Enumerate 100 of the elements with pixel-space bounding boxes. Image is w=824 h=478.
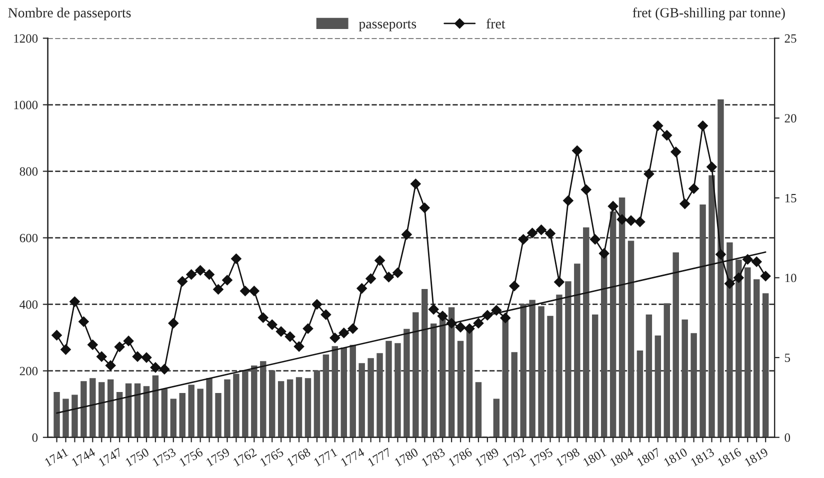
bar <box>170 398 177 438</box>
bar <box>368 358 374 438</box>
bar <box>628 240 634 438</box>
bar <box>251 365 258 438</box>
y2-tick-label: 10 <box>785 274 796 282</box>
bar <box>664 303 670 438</box>
bar <box>233 374 240 438</box>
bar <box>90 378 96 438</box>
y2-tick-label: 5 <box>785 354 790 362</box>
bar <box>636 350 644 438</box>
x-tick-label: 1747 <box>98 448 123 467</box>
bar <box>350 344 356 438</box>
bar <box>179 393 186 438</box>
x-tick-label: 1750 <box>124 448 150 467</box>
y-tick-label: 800 <box>20 167 38 176</box>
x-tick-label: 1762 <box>232 448 257 467</box>
bar <box>206 378 212 438</box>
x-tick-label: 1774 <box>340 448 366 467</box>
bar <box>215 393 222 438</box>
bar <box>583 227 590 438</box>
x-tick-label: 1816 <box>717 448 742 467</box>
bar <box>511 352 518 438</box>
bar <box>430 324 437 438</box>
bar <box>188 384 194 438</box>
x-tick-label: 1792 <box>502 448 526 467</box>
y-tick-label: 200 <box>20 366 38 376</box>
x-tick-label: 1765 <box>260 448 284 467</box>
bar <box>116 392 123 438</box>
x-tick-label: 1804 <box>610 448 634 467</box>
bar <box>152 375 159 438</box>
bar <box>197 388 204 438</box>
bar <box>134 383 141 438</box>
x-tick-label: 1756 <box>178 448 204 467</box>
bar <box>404 328 410 438</box>
bar <box>708 175 715 438</box>
bar <box>700 204 706 438</box>
bar <box>62 398 69 438</box>
y-axis-title: Nombre de passeports <box>8 8 131 20</box>
x-tick-label: 1783 <box>421 448 446 467</box>
legend-label: fret <box>486 18 506 28</box>
bar <box>143 386 150 438</box>
x-tick-label: 1813 <box>690 448 715 467</box>
bar <box>314 370 320 438</box>
bar <box>520 304 526 438</box>
x-tick-label: 1744 <box>71 448 96 467</box>
y2-tick-label: 25 <box>784 34 796 43</box>
bar <box>304 378 312 438</box>
x-tick-label: 1741 <box>44 448 68 467</box>
x-tick-label: 1789 <box>474 448 500 467</box>
x-tick-label: 1768 <box>286 448 311 467</box>
bar <box>754 279 760 438</box>
bar <box>556 294 562 438</box>
y2-tick-label: 0 <box>784 433 790 442</box>
bar <box>80 381 87 438</box>
bar <box>412 312 419 438</box>
bar <box>386 340 392 438</box>
x-tick-label: 1771 <box>313 448 338 467</box>
y-tick-label: 1000 <box>14 100 38 110</box>
bar <box>260 361 266 438</box>
y2-axis-title: fret (GB-shilling par tonne) <box>632 8 785 20</box>
y2-tick-label: 15 <box>785 194 796 202</box>
bar <box>224 379 230 438</box>
bar <box>762 293 769 438</box>
bar <box>422 288 428 438</box>
bar <box>529 300 536 438</box>
bar <box>493 398 500 438</box>
bar <box>682 320 688 438</box>
bar <box>340 347 347 438</box>
bar <box>72 394 78 438</box>
bar <box>278 381 284 438</box>
bar <box>457 340 464 438</box>
x-tick-label: 1786 <box>448 448 473 467</box>
x-tick-label: 1819 <box>744 448 769 467</box>
bar <box>565 281 572 438</box>
bar <box>296 377 302 438</box>
bar <box>322 354 330 438</box>
bar <box>268 370 276 438</box>
bar <box>358 363 365 438</box>
bar <box>242 370 248 438</box>
bar <box>574 264 580 438</box>
bar <box>286 379 294 438</box>
bar <box>54 392 60 438</box>
bar <box>332 346 338 438</box>
x-tick-label: 1777 <box>367 448 392 467</box>
bar <box>161 388 168 438</box>
y-tick-label: 1200 <box>14 34 38 43</box>
x-tick-label: 1795 <box>528 448 554 467</box>
bar <box>646 314 652 438</box>
bar <box>394 343 401 438</box>
bar <box>592 314 598 438</box>
x-tick-label: 1798 <box>556 448 580 467</box>
bar <box>672 252 679 438</box>
x-tick-label: 1753 <box>152 448 176 467</box>
x-tick-label: 1810 <box>663 448 688 467</box>
bar <box>690 333 697 438</box>
bar <box>125 383 132 438</box>
legend-label: passeports <box>358 20 416 32</box>
y2-tick-label: 20 <box>784 114 796 123</box>
bar <box>475 382 482 438</box>
x-tick-label: 1801 <box>582 448 607 467</box>
